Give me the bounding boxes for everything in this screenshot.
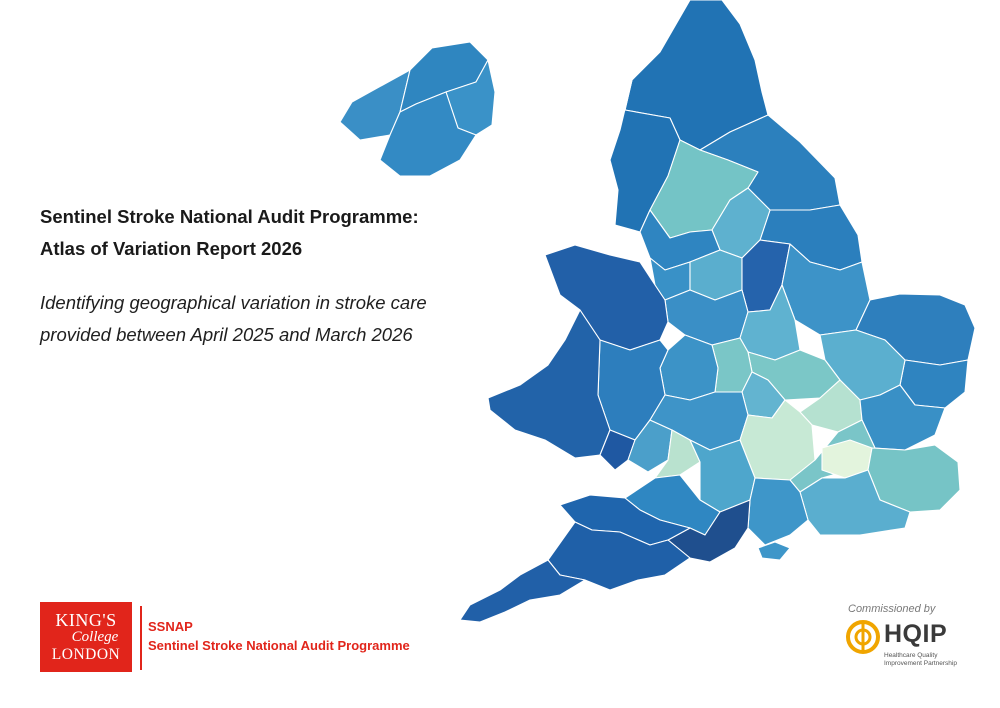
region-hampshire: [747, 477, 809, 546]
region-essex: [859, 384, 946, 451]
report-title-line-2: Atlas of Variation Report 2026: [40, 238, 303, 259]
region-shropshire: [659, 334, 719, 401]
ssnap-logo: SSNAP Sentinel Stroke National Audit Pro…: [148, 617, 410, 655]
hqip-tagline-line-2: Improvement Partnership: [884, 660, 957, 667]
hqip-icon: [846, 620, 880, 654]
report-subtitle: Identifying geographical variation in st…: [40, 287, 500, 351]
kings-college-london-logo: KING'S College LONDON: [40, 602, 132, 672]
region-north-wales: [544, 244, 669, 351]
report-title: Sentinel Stroke National Audit Programme…: [40, 201, 480, 265]
logo-divider: [140, 606, 142, 670]
report-subtitle-line-2: provided between April 2025 and March 20…: [40, 324, 413, 345]
ni-region-south: [379, 91, 477, 177]
region-isle-of-wight: [757, 541, 791, 561]
report-subtitle-line-1: Identifying geographical variation in st…: [40, 292, 427, 313]
ssnap-full-name: Sentinel Stroke National Audit Programme: [148, 638, 410, 653]
region-cheshire: [664, 289, 749, 346]
report-title-line-1: Sentinel Stroke National Audit Programme…: [40, 206, 419, 227]
region-sussex: [799, 469, 911, 536]
region-west-wales: [487, 309, 611, 459]
hqip-name: HQIP: [884, 620, 948, 648]
kings-logo-line-2: College: [71, 629, 119, 645]
kings-logo-line-3: LONDON: [51, 646, 121, 663]
kings-logo-line-1: KING'S: [55, 610, 117, 630]
commissioned-by-label: Commissioned by: [848, 603, 936, 615]
hqip-tagline: Healthcare Quality Improvement Partnersh…: [884, 652, 974, 668]
ssnap-acronym: SSNAP: [148, 619, 193, 634]
hqip-tagline-line-1: Healthcare Quality: [884, 652, 938, 659]
region-cornwall: [459, 559, 586, 623]
